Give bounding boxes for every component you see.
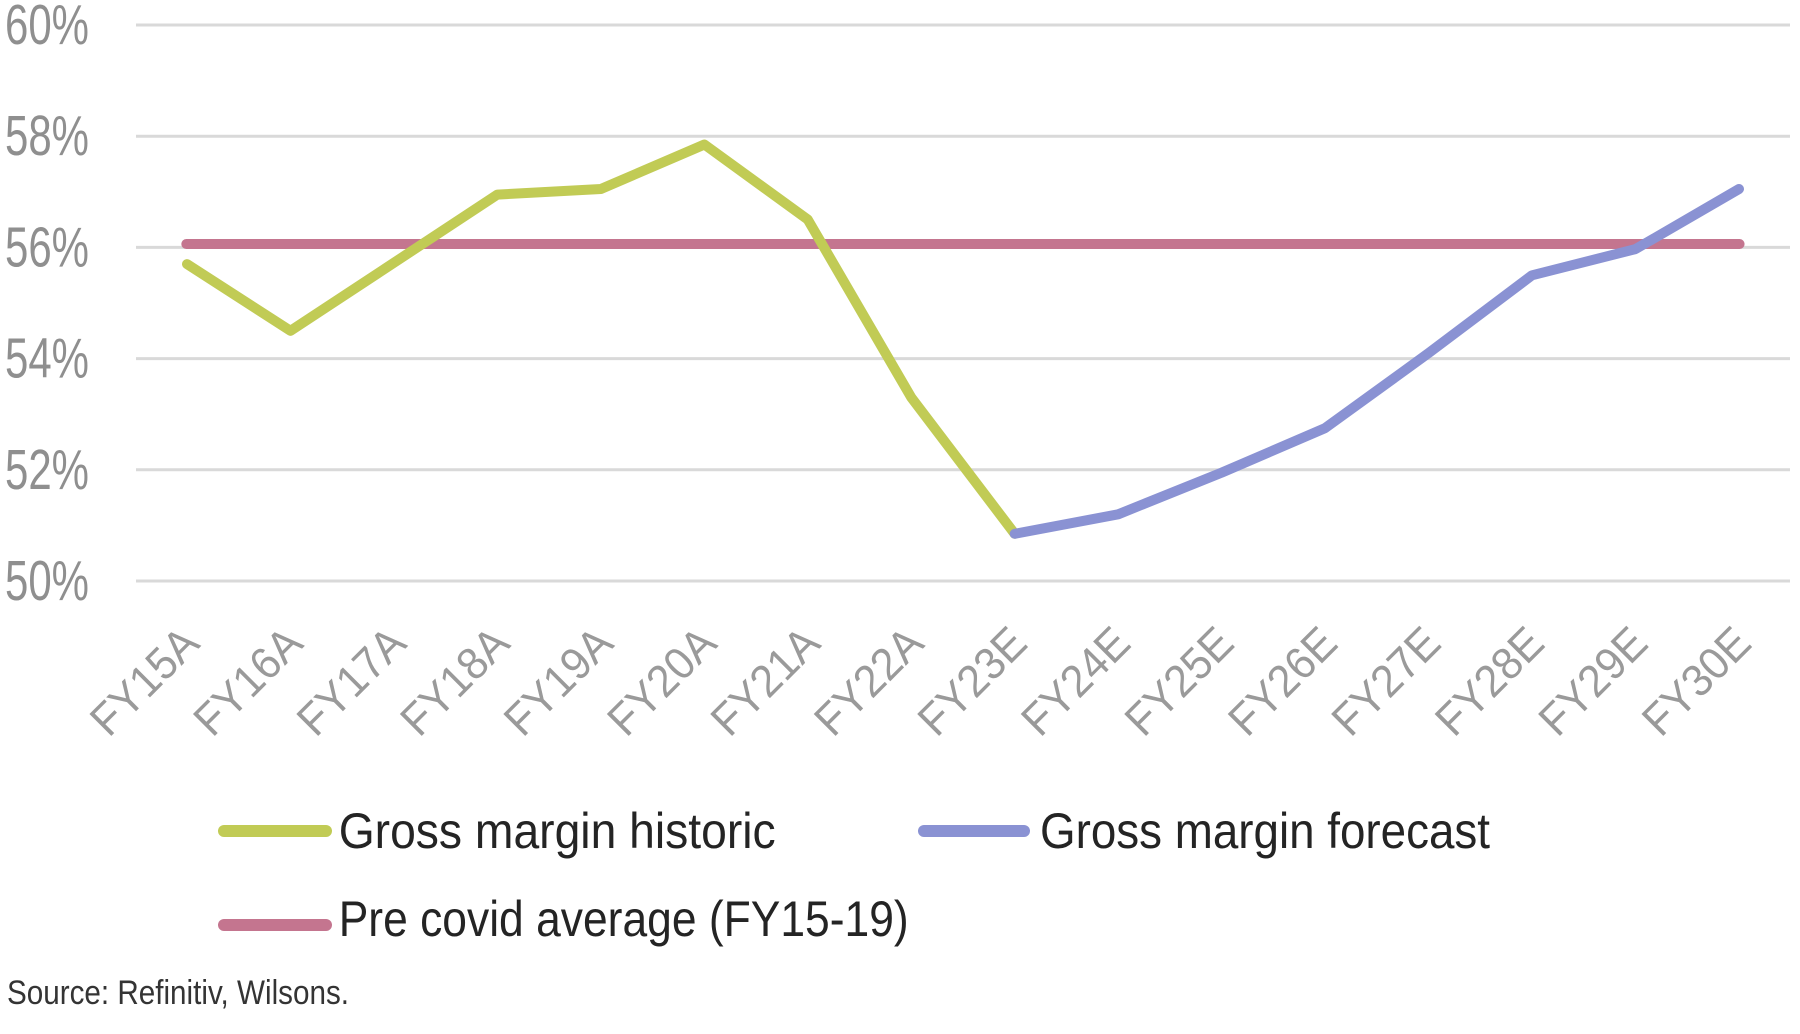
svg-text:58%: 58% bbox=[5, 104, 89, 168]
svg-text:54%: 54% bbox=[5, 327, 89, 391]
svg-text:Source: Refinitiv, Wilsons.: Source: Refinitiv, Wilsons. bbox=[7, 974, 349, 1012]
svg-text:50%: 50% bbox=[5, 549, 89, 613]
svg-text:52%: 52% bbox=[5, 438, 89, 502]
svg-text:56%: 56% bbox=[5, 215, 89, 279]
svg-text:60%: 60% bbox=[5, 0, 89, 57]
svg-text:Gross margin historic: Gross margin historic bbox=[339, 803, 776, 859]
svg-text:Gross margin forecast: Gross margin forecast bbox=[1040, 803, 1490, 859]
svg-text:Pre covid average (FY15-19): Pre covid average (FY15-19) bbox=[339, 891, 909, 947]
